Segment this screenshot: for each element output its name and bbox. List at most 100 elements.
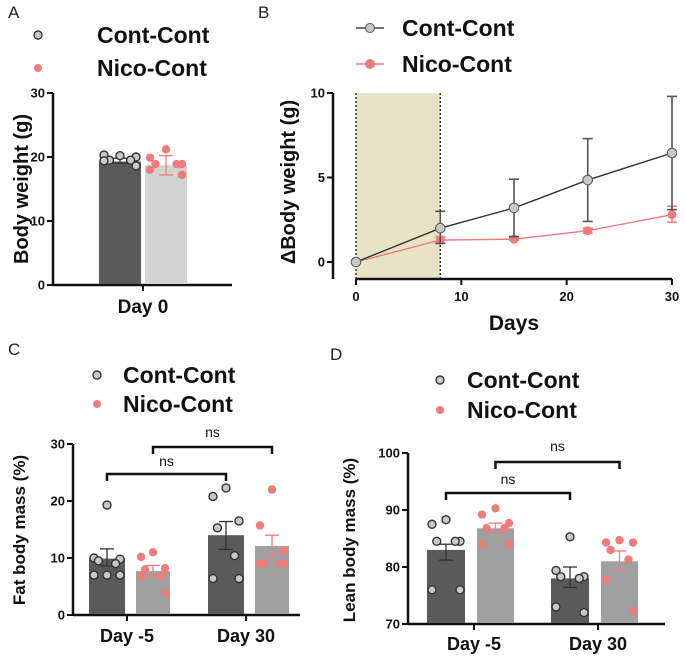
data-point: [234, 573, 244, 584]
y-tick-label: 10: [311, 86, 325, 101]
data-point: [115, 151, 125, 161]
data-point: [229, 551, 240, 561]
y-tick-label: 70: [386, 617, 400, 632]
data-point: [628, 606, 638, 616]
data-point: [267, 485, 277, 494]
y-tick-label: 20: [31, 150, 45, 165]
data-point: [160, 564, 170, 573]
legend-marker: [33, 30, 43, 40]
legend-marker: [34, 64, 42, 72]
bar-cont-cont: [99, 161, 141, 284]
y-tick-label: 30: [51, 437, 65, 452]
data-point: [89, 570, 99, 580]
data-point: [221, 483, 231, 493]
data-point: [160, 589, 170, 598]
data-point: [172, 159, 181, 169]
data-point: [556, 571, 566, 582]
data-point: [208, 491, 218, 502]
data-point: [131, 161, 141, 171]
data-point: [565, 532, 575, 542]
data-point: [551, 565, 561, 576]
data-point: [601, 538, 611, 547]
data-point: [666, 147, 678, 159]
data-point: [255, 521, 265, 530]
x-tick-label: 20: [559, 289, 573, 304]
x-tick-label: Day 30: [217, 626, 275, 646]
data-point: [482, 524, 491, 533]
data-point: [350, 256, 362, 268]
data-point: [177, 170, 187, 180]
data-point: [279, 546, 289, 555]
panel-letter: B: [258, 3, 269, 22]
data-point: [455, 585, 465, 595]
significance-label: ns: [205, 424, 220, 440]
panel-letter: C: [8, 340, 20, 359]
panel-letter: A: [8, 3, 20, 22]
significance-bracket: [494, 460, 621, 469]
panel-b: B Cont-Cont Nico-Cont 0 5 10 ΔBody weight (g) 0…: [258, 3, 679, 335]
data-point: [279, 559, 289, 568]
legend-marker: [365, 59, 375, 69]
significance-label: ns: [159, 453, 174, 469]
y-tick-label: 30: [31, 86, 45, 101]
data-point: [579, 607, 589, 618]
data-point: [151, 159, 160, 169]
data-point: [500, 524, 509, 533]
legend-label: Cont-Cont: [467, 367, 580, 393]
legend-label: Nico-Cont: [123, 391, 233, 417]
panel-d: D Cont-Cont Nico-Cont 70 80 90 100 Lean body ma…: [330, 345, 665, 654]
bar-nico-cont: [145, 165, 187, 284]
data-point: [125, 155, 136, 165]
data-point: [427, 585, 437, 595]
significance-label: ns: [550, 438, 565, 454]
legend-marker: [365, 23, 375, 33]
data-point: [93, 556, 104, 566]
legend-label: Nico-Cont: [467, 397, 577, 423]
data-point: [115, 570, 125, 580]
data-point: [102, 500, 112, 510]
x-axis-title: Days: [489, 312, 539, 335]
panel-a: A Cont-Cont Nico-Cont 0 10 20 30 Body weight (g…: [8, 3, 232, 318]
data-point: [145, 153, 155, 162]
data-point: [582, 174, 594, 186]
legend-label: Cont-Cont: [97, 22, 210, 48]
data-point: [491, 504, 500, 513]
bar-cont-cont: [89, 558, 125, 614]
significance-label: ns: [501, 471, 516, 487]
data-point: [551, 602, 561, 612]
data-point: [508, 202, 520, 214]
data-point: [212, 523, 223, 533]
data-point: [136, 552, 146, 562]
panel-letter: D: [330, 345, 342, 364]
data-point: [606, 545, 615, 555]
y-tick-label: 80: [386, 560, 400, 575]
y-axis-title: ΔBody weight (g): [278, 100, 300, 264]
data-point: [477, 540, 487, 549]
data-point: [601, 575, 611, 584]
data-point: [161, 145, 171, 154]
y-tick-label: 100: [378, 446, 400, 461]
legend-marker: [93, 400, 101, 408]
data-point: [432, 536, 442, 547]
data-point: [434, 222, 446, 234]
x-tick-label: 30: [665, 289, 679, 304]
y-tick-label: 5: [318, 170, 325, 185]
data-point: [145, 165, 155, 174]
data-point: [615, 536, 624, 545]
y-tick-label: 0: [58, 608, 65, 623]
data-point: [156, 572, 166, 581]
y-axis-title: Fat body mass (%): [10, 455, 29, 605]
data-point: [208, 573, 218, 584]
data-point: [583, 226, 593, 236]
significance-bracket: [105, 472, 228, 481]
data-point: [136, 572, 146, 581]
data-point: [99, 156, 109, 166]
x-tick-label: Day -5: [447, 634, 501, 654]
legend-label: Cont-Cont: [123, 362, 236, 388]
data-point: [477, 510, 487, 519]
data-point: [667, 210, 677, 220]
bar-nico-cont: [255, 546, 289, 614]
y-axis-title: Body weight (g): [11, 114, 33, 264]
y-axis-title: Lean body mass (%): [340, 458, 359, 622]
x-tick-label: Day -5: [100, 626, 154, 646]
